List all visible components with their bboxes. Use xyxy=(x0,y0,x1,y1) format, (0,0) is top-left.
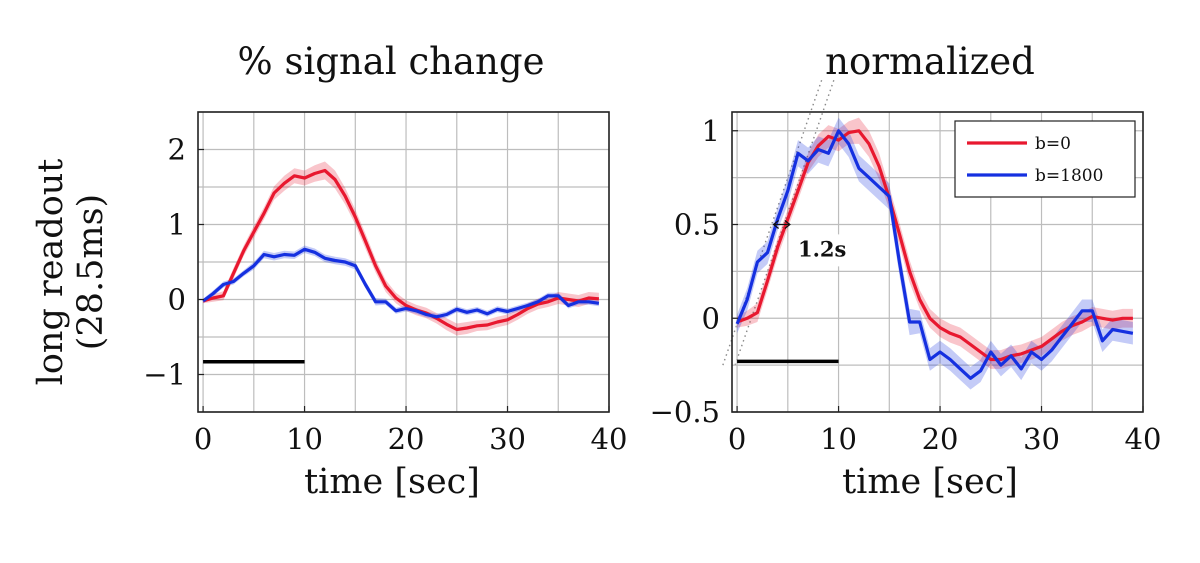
confidence-bands xyxy=(737,117,1133,390)
x-tick-label: 30 xyxy=(1023,422,1060,456)
chart-title: % signal change xyxy=(238,40,545,83)
latency-arrow-head-right xyxy=(784,219,791,230)
x-tick-label: 40 xyxy=(591,422,628,456)
plot-frame xyxy=(731,111,1144,413)
y-tick-label: −1 xyxy=(143,358,186,392)
y-tick-label: 2 xyxy=(168,133,186,167)
x-tick-label: 10 xyxy=(820,422,857,456)
x-tick-label: 0 xyxy=(194,422,212,456)
chart-title: normalized xyxy=(825,40,1035,83)
x-tick-label: 40 xyxy=(1125,422,1162,456)
y-tick-label: −0.5 xyxy=(650,395,720,429)
series-lines xyxy=(735,129,1134,380)
x-axis-label: time [sec] xyxy=(304,462,480,502)
y-tick-label: 0.5 xyxy=(674,208,720,242)
y-tick-label: 1 xyxy=(702,114,720,148)
plot-frame xyxy=(197,111,610,413)
y-tick-label: 1 xyxy=(168,208,186,242)
x-axis-label: time [sec] xyxy=(842,462,1018,502)
latency-arrow-head-left xyxy=(772,219,780,230)
series-lines xyxy=(202,168,600,332)
x-tick-label: 20 xyxy=(922,422,959,456)
x-tick-label: 0 xyxy=(728,422,746,456)
chart-panel-normalized: normalized 1.2s b=0b=1800 0 10 20 30 40 −0.5… xyxy=(650,40,1162,502)
series-line-b=1800 xyxy=(735,129,1134,380)
y-ticks: −1 0 1 2 xyxy=(143,133,204,392)
x-ticks: 0 10 20 30 40 xyxy=(194,406,628,456)
y-axis-label: long readout (28.5ms) xyxy=(31,159,111,386)
y-axis-label-line2: (28.5ms) xyxy=(71,194,111,350)
series-line-b=0 xyxy=(202,168,600,332)
y-axis-label-line1: long readout xyxy=(31,159,71,386)
x-tick-label: 30 xyxy=(489,422,526,456)
x-ticks: 0 10 20 30 40 xyxy=(728,406,1162,456)
legend-label-b=0: b=0 xyxy=(1035,134,1071,154)
x-tick-label: 20 xyxy=(388,422,425,456)
y-tick-label: 0 xyxy=(168,283,186,317)
latency-annotation: 1.2s xyxy=(772,219,850,267)
series-line-b=1800 xyxy=(202,247,600,319)
x-tick-label: 10 xyxy=(286,422,323,456)
band-b=0 xyxy=(737,117,1133,369)
legend: b=0 b=1800 xyxy=(954,120,1136,198)
legend-label-b=1800: b=1800 xyxy=(1035,166,1103,186)
annotation-background xyxy=(791,234,850,267)
y-ticks: −0.5 0 0.5 1 xyxy=(650,114,738,429)
y-tick-label: 0 xyxy=(702,301,720,335)
legend-box xyxy=(954,120,1136,198)
annotation-text: 1.2s xyxy=(798,236,846,261)
